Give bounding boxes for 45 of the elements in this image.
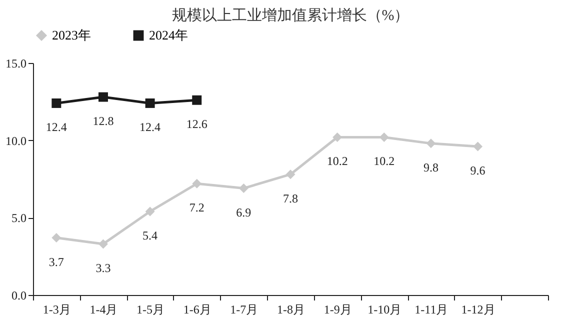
y-tick-label: 15.0 xyxy=(6,56,26,70)
point xyxy=(426,138,436,148)
data-label: 9.6 xyxy=(470,164,486,178)
point xyxy=(379,132,389,142)
data-label: 3.7 xyxy=(48,254,64,269)
x-tick-label: 1-10月 xyxy=(368,302,402,316)
data-label: 12.4 xyxy=(140,120,161,134)
x-tick-label: 1-9月 xyxy=(324,302,352,316)
y-tick-label: 10.0 xyxy=(6,134,26,148)
data-label: 10.2 xyxy=(326,154,348,168)
data-label: 12.4 xyxy=(46,120,67,134)
y-tick-label: 0.0 xyxy=(12,288,26,302)
legend-label: 2023年 xyxy=(52,28,91,43)
data-label: 3.3 xyxy=(96,260,111,275)
x-tick-label: 1-8月 xyxy=(277,302,305,316)
y-tick-label: 5.0 xyxy=(12,211,26,226)
data-label: 9.8 xyxy=(423,160,438,174)
point xyxy=(238,184,248,194)
data-label: 6.9 xyxy=(236,205,252,220)
x-tick-label: 1-7月 xyxy=(230,302,258,316)
data-label: 7.2 xyxy=(189,200,204,215)
point xyxy=(332,132,342,142)
x-tick-label: 1-11月 xyxy=(414,302,448,316)
data-label: 12.6 xyxy=(186,117,208,132)
data-label: 10.2 xyxy=(374,154,395,168)
x-tick-label: 1-12月 xyxy=(461,302,496,316)
point xyxy=(473,142,483,152)
data-label: 7.8 xyxy=(283,191,298,206)
point xyxy=(192,95,202,105)
x-tick-label: 1-4月 xyxy=(90,302,118,316)
point xyxy=(98,92,108,102)
point xyxy=(52,233,62,243)
chart-title: 规模以上工业增加值累计增长（%） xyxy=(172,7,410,24)
point xyxy=(192,178,202,188)
x-tick-label: 1-5月 xyxy=(136,302,165,316)
point xyxy=(145,98,155,108)
x-tick-label: 1-6月 xyxy=(183,302,212,316)
point xyxy=(52,98,62,108)
x-tick-label: 1-3月 xyxy=(42,302,71,316)
data-label: 12.8 xyxy=(92,114,114,128)
point xyxy=(145,206,155,216)
legend-label: 2024年 xyxy=(149,28,188,43)
data-label: 5.4 xyxy=(142,228,158,242)
point xyxy=(286,170,296,180)
point xyxy=(98,239,108,249)
